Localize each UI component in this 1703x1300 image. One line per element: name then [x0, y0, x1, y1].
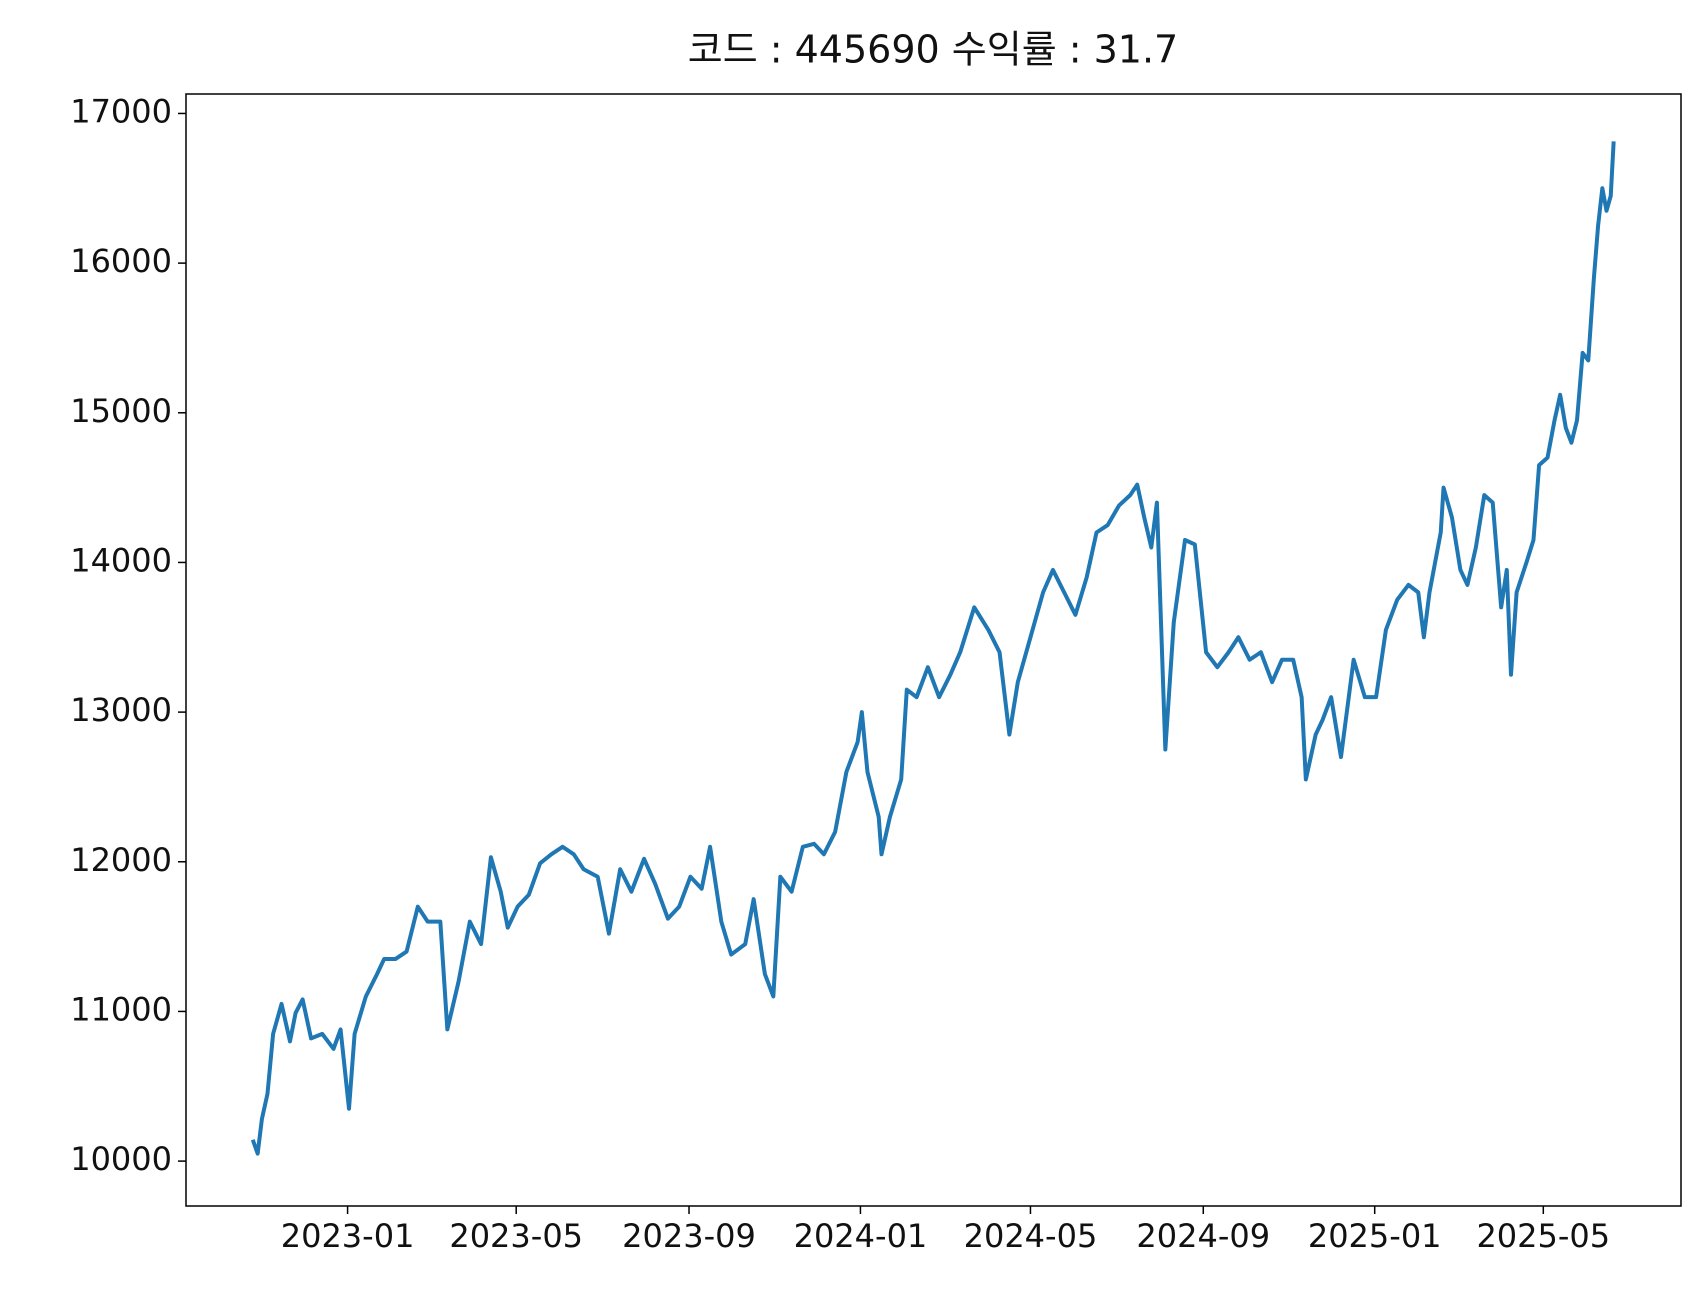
x-tick-label: 2025-05: [1476, 1217, 1610, 1255]
x-tick-label: 2023-09: [622, 1217, 756, 1255]
y-tick-label: 13000: [70, 691, 172, 729]
x-tick-label: 2025-01: [1308, 1217, 1442, 1255]
line-series: [250, 141, 1616, 1156]
y-tick-label: 12000: [70, 841, 172, 879]
y-tick-label: 16000: [70, 242, 172, 280]
x-tick-label: 2024-05: [964, 1217, 1098, 1255]
plot-frame: [185, 93, 1682, 1207]
y-tick-label: 10000: [70, 1140, 172, 1178]
chart-title: 코드 : 445690 수익률 : 31.7: [688, 28, 1178, 72]
x-tick-label: 2024-01: [794, 1217, 928, 1255]
y-tick-label: 14000: [70, 541, 172, 579]
y-tick-label: 15000: [70, 392, 172, 430]
y-tick-label: 17000: [70, 92, 172, 130]
x-tick-label: 2023-01: [281, 1217, 415, 1255]
y-tick-label: 11000: [70, 990, 172, 1028]
x-tick-label: 2024-09: [1136, 1217, 1270, 1255]
x-tick-label: 2023-05: [449, 1217, 583, 1255]
